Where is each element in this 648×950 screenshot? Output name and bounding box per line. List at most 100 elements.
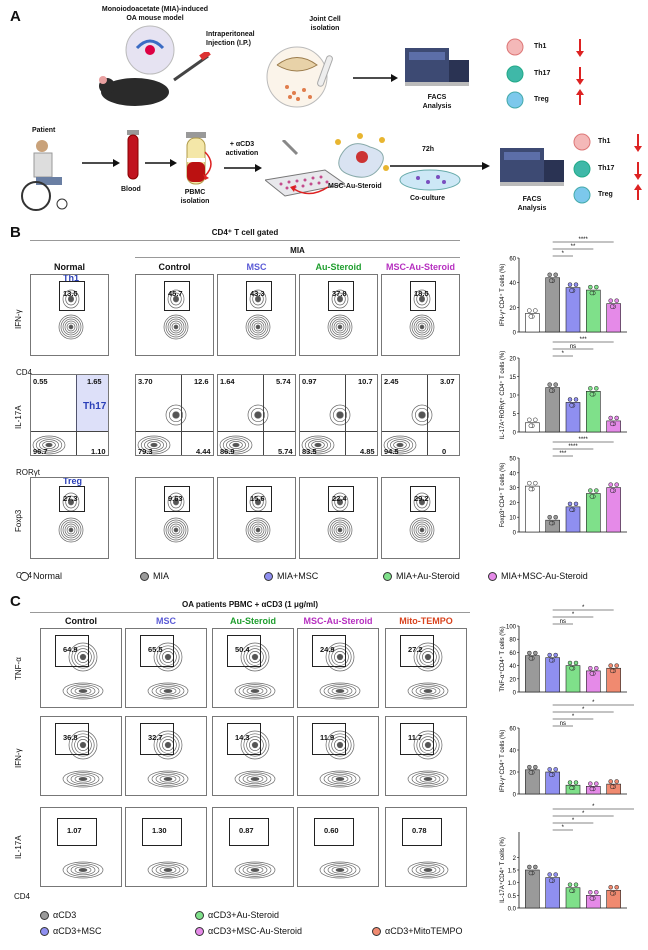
legend-label: MIA+MSC <box>277 571 319 581</box>
bar-1 <box>545 877 560 909</box>
bar-1 <box>545 519 560 533</box>
gate-value: 1.07 <box>67 826 82 835</box>
contour-ring <box>390 439 410 451</box>
arrow-right-icon <box>390 158 490 176</box>
facs-plot-row1-2: 43.3 <box>217 274 296 356</box>
data-point <box>608 482 613 487</box>
column-header-msc: MSC <box>246 262 267 272</box>
contour-ring <box>417 525 427 535</box>
contour-ring <box>163 689 173 693</box>
coculture-label: Co-culture <box>410 195 445 202</box>
quad-ur-value: 12.6 <box>194 377 209 386</box>
data-point <box>567 660 573 666</box>
contour-ring <box>70 773 96 785</box>
contour-ring <box>424 653 432 661</box>
contour-ring <box>79 653 87 661</box>
y-tick-label: 30 <box>509 486 516 492</box>
contour-ring <box>159 687 177 695</box>
gate-box <box>402 818 442 846</box>
y-axis-label-row3: Foxp3 <box>14 509 23 532</box>
gate-value: 29.2 <box>414 494 429 503</box>
chart-ylabel: Foxp3⁺CD4⁺ T cells (%) <box>499 463 506 528</box>
contour-ring <box>65 292 77 306</box>
data-point <box>573 660 579 666</box>
contour-ring <box>393 441 407 449</box>
data-point <box>527 480 532 486</box>
contour-ring <box>337 324 343 330</box>
y-tick-label: 5 <box>513 412 517 418</box>
data-point <box>528 423 534 428</box>
gate-box <box>246 281 272 311</box>
data-point <box>567 282 573 287</box>
contour-ring <box>246 648 264 666</box>
data-point <box>528 314 534 319</box>
significance-label: * <box>562 351 565 357</box>
contour-ring <box>164 653 172 661</box>
contour-ring <box>74 687 92 695</box>
data-point <box>609 668 615 674</box>
contour-ring <box>411 316 433 338</box>
contour-ring <box>159 775 177 783</box>
mia-divider <box>135 257 460 258</box>
gate-value: 43.3 <box>250 289 265 298</box>
contour-ring <box>60 519 82 541</box>
contour-ring <box>333 320 347 334</box>
quad-ul-value: 2.45 <box>384 377 399 386</box>
contour-ring <box>331 289 349 309</box>
data-point <box>548 772 554 777</box>
contour-ring <box>68 324 74 330</box>
column-header-normal: Normal <box>53 262 85 272</box>
contour-ring <box>137 435 171 455</box>
legend-item-c-0: αCD3 <box>40 910 76 921</box>
contour-ring <box>39 439 59 451</box>
quadrant-line-h <box>300 431 377 432</box>
data-point <box>548 388 554 393</box>
quad-ll-value: 79.3 <box>138 447 153 456</box>
data-point <box>569 785 574 791</box>
data-point <box>573 882 579 887</box>
cell-list-bottom <box>572 132 648 212</box>
contour-ring <box>254 498 262 506</box>
facs-plot-row2-4: 2.45 3.07 94.5 0 <box>381 374 460 456</box>
quadrant-line-h <box>31 431 108 432</box>
gate-box <box>312 635 346 667</box>
data-point <box>614 298 619 303</box>
legend-dot-icon <box>40 911 49 921</box>
y-tick-label: 0.0 <box>508 907 517 913</box>
contour-ring <box>66 525 76 535</box>
blood-label: Blood <box>121 186 141 193</box>
contour-ring <box>74 775 92 783</box>
contour-ring <box>336 411 344 419</box>
significance-label: ns <box>570 344 576 350</box>
contour-ring <box>250 407 266 423</box>
quad-lr-value: 5.74 <box>278 447 293 456</box>
significance-label: * <box>592 804 595 810</box>
x-axis-label-row2: RORγt <box>16 468 40 477</box>
contour-ring <box>250 777 260 781</box>
contour-ring <box>331 866 349 874</box>
contour-ring <box>336 653 344 661</box>
data-point <box>528 486 534 492</box>
data-point <box>569 888 574 894</box>
significance-label: *** <box>580 337 588 343</box>
y-axis-label-row2: IL-17A <box>14 405 23 429</box>
y-tick-label: 0 <box>513 691 517 697</box>
contour-ring <box>331 736 349 754</box>
data-point <box>553 514 558 520</box>
gate-box <box>328 281 354 311</box>
contour-ring <box>327 685 353 697</box>
contour-ring <box>62 521 80 539</box>
data-point <box>553 652 558 658</box>
contour-ring <box>78 868 88 872</box>
gate-box <box>410 486 436 512</box>
contour-plot <box>62 642 104 700</box>
contour-plot <box>234 861 276 879</box>
gate-value: 27.3 <box>63 494 78 503</box>
y-tick-label: 40 <box>509 749 516 755</box>
contour-plot <box>147 861 189 879</box>
contour-ring <box>155 685 181 697</box>
data-point <box>548 878 554 883</box>
contour-ring <box>335 777 345 781</box>
contour-ring <box>167 318 185 336</box>
contour-ring <box>232 442 240 448</box>
